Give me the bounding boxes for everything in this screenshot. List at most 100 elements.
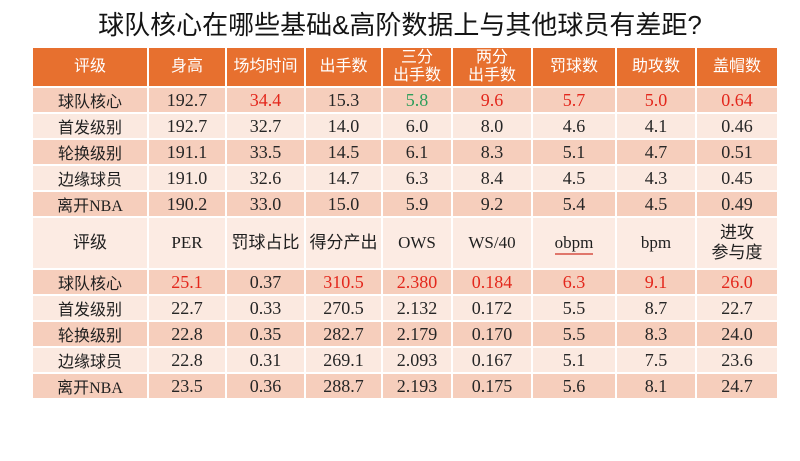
table-cell: 0.51: [695, 138, 779, 166]
table-cell: 0.36: [225, 372, 306, 400]
table-cell: 0.175: [451, 372, 533, 400]
basic-stats-header: 评级 身高 场均时间 出手数 三分 出手数 两分 出手数 罚球数 助攻数 盖帽数: [31, 46, 779, 88]
table-cell: 33.5: [225, 138, 306, 166]
table-cell: 9.2: [451, 190, 533, 218]
column-header: 身高: [147, 46, 227, 88]
table-cell: 4.7: [615, 138, 697, 166]
table-cell: 22.7: [695, 294, 779, 322]
row-label: 离开NBA: [31, 190, 149, 218]
column-header: 盖帽数: [695, 46, 779, 88]
table-cell: 0.172: [451, 294, 533, 322]
row-label: 首发级别: [31, 294, 149, 322]
table-cell: 191.0: [147, 164, 227, 192]
column-header: 评级: [31, 216, 149, 270]
table-cell: 8.3: [451, 138, 533, 166]
table-cell: 15.3: [304, 86, 383, 114]
table-cell: 4.6: [531, 112, 617, 140]
table-cell: 5.1: [531, 346, 617, 374]
table-cell: 0.64: [695, 86, 779, 114]
table-cell: 23.5: [147, 372, 227, 400]
table-cell: 5.4: [531, 190, 617, 218]
table-cell: 4.1: [615, 112, 697, 140]
table-cell: 25.1: [147, 268, 227, 296]
row-label: 边缘球员: [31, 346, 149, 374]
table-cell: 2.179: [381, 320, 453, 348]
table-cell: 2.093: [381, 346, 453, 374]
table-row: 离开NBA 190.2 33.0 15.0 5.9 9.2 5.4 4.5 0.49: [31, 190, 779, 218]
table-row: 边缘球员 22.8 0.31 269.1 2.093 0.167 5.1 7.5 23.6: [31, 346, 779, 374]
table-row: 轮换级别 191.1 33.5 14.5 6.1 8.3 5.1 4.7 0.51: [31, 138, 779, 166]
row-label: 球队核心: [31, 86, 149, 114]
column-header: 罚球数: [531, 46, 617, 88]
table-cell: 5.8: [381, 86, 453, 114]
row-label: 轮换级别: [31, 138, 149, 166]
table-cell: 22.7: [147, 294, 227, 322]
column-header: obpm: [531, 216, 617, 270]
table-cell: 24.0: [695, 320, 779, 348]
table-cell: 5.1: [531, 138, 617, 166]
column-header: 进攻 参与度: [695, 216, 779, 270]
spellcheck-underline: obpm: [554, 232, 594, 255]
slide: 球队核心在哪些基础&高阶数据上与其他球员有差距? 评级 身高 场均时间 出手数 三分 出…: [0, 8, 800, 400]
table-cell: 9.1: [615, 268, 697, 296]
table-cell: 0.33: [225, 294, 306, 322]
table-cell: 4.5: [531, 164, 617, 192]
header-row: 评级 PER 罚球占比 得分产出 OWS WS/40 obpm bpm 进攻 参与度: [31, 216, 779, 270]
column-header: OWS: [381, 216, 453, 270]
table-cell: 282.7: [304, 320, 383, 348]
row-label: 首发级别: [31, 112, 149, 140]
table-cell: 26.0: [695, 268, 779, 296]
table-cell: 6.1: [381, 138, 453, 166]
column-header: 场均时间: [225, 46, 306, 88]
table-cell: 190.2: [147, 190, 227, 218]
table-cell: 32.7: [225, 112, 306, 140]
table-cell: 8.4: [451, 164, 533, 192]
table-cell: 22.8: [147, 320, 227, 348]
column-header: 助攻数: [615, 46, 697, 88]
table-cell: 4.5: [615, 190, 697, 218]
table-cell: 15.0: [304, 190, 383, 218]
table-cell: 5.0: [615, 86, 697, 114]
table-cell: 32.6: [225, 164, 306, 192]
header-row: 评级 身高 场均时间 出手数 三分 出手数 两分 出手数 罚球数 助攻数 盖帽数: [31, 46, 779, 88]
table-row: 边缘球员 191.0 32.6 14.7 6.3 8.4 4.5 4.3 0.45: [31, 164, 779, 192]
table-cell: 192.7: [147, 112, 227, 140]
stats-table: 评级 身高 场均时间 出手数 三分 出手数 两分 出手数 罚球数 助攻数 盖帽数 球队核心 192…: [31, 46, 779, 400]
table-cell: 0.35: [225, 320, 306, 348]
table-cell: 191.1: [147, 138, 227, 166]
table-cell: 4.3: [615, 164, 697, 192]
table-row: 轮换级别 22.8 0.35 282.7 2.179 0.170 5.5 8.3 24.0: [31, 320, 779, 348]
column-header: 得分产出: [304, 216, 383, 270]
table-cell: 269.1: [304, 346, 383, 374]
column-header: 出手数: [304, 46, 383, 88]
table-cell: 310.5: [304, 268, 383, 296]
table-cell: 0.45: [695, 164, 779, 192]
table-cell: 5.7: [531, 86, 617, 114]
table-cell: 0.170: [451, 320, 533, 348]
table-cell: 192.7: [147, 86, 227, 114]
table-cell: 2.193: [381, 372, 453, 400]
table-cell: 0.31: [225, 346, 306, 374]
table-cell: 14.5: [304, 138, 383, 166]
table-cell: 5.5: [531, 294, 617, 322]
table-cell: 2.380: [381, 268, 453, 296]
row-label: 边缘球员: [31, 164, 149, 192]
table-row: 首发级别 22.7 0.33 270.5 2.132 0.172 5.5 8.7 22.7: [31, 294, 779, 322]
table-cell: 5.6: [531, 372, 617, 400]
column-header: 三分 出手数: [381, 46, 453, 88]
table-cell: 270.5: [304, 294, 383, 322]
table-cell: 34.4: [225, 86, 306, 114]
table-cell: 5.5: [531, 320, 617, 348]
table-cell: 6.3: [381, 164, 453, 192]
table-cell: 0.46: [695, 112, 779, 140]
row-label: 球队核心: [31, 268, 149, 296]
table-row: 首发级别 192.7 32.7 14.0 6.0 8.0 4.6 4.1 0.46: [31, 112, 779, 140]
table-cell: 7.5: [615, 346, 697, 374]
row-label: 离开NBA: [31, 372, 149, 400]
table-cell: 6.0: [381, 112, 453, 140]
table-cell: 2.132: [381, 294, 453, 322]
column-header: WS/40: [451, 216, 533, 270]
table-cell: 6.3: [531, 268, 617, 296]
table-row: 离开NBA 23.5 0.36 288.7 2.193 0.175 5.6 8.1 24.7: [31, 372, 779, 400]
basic-stats-body: 球队核心 192.7 34.4 15.3 5.8 9.6 5.7 5.0 0.64 首发级别 192…: [31, 86, 779, 218]
